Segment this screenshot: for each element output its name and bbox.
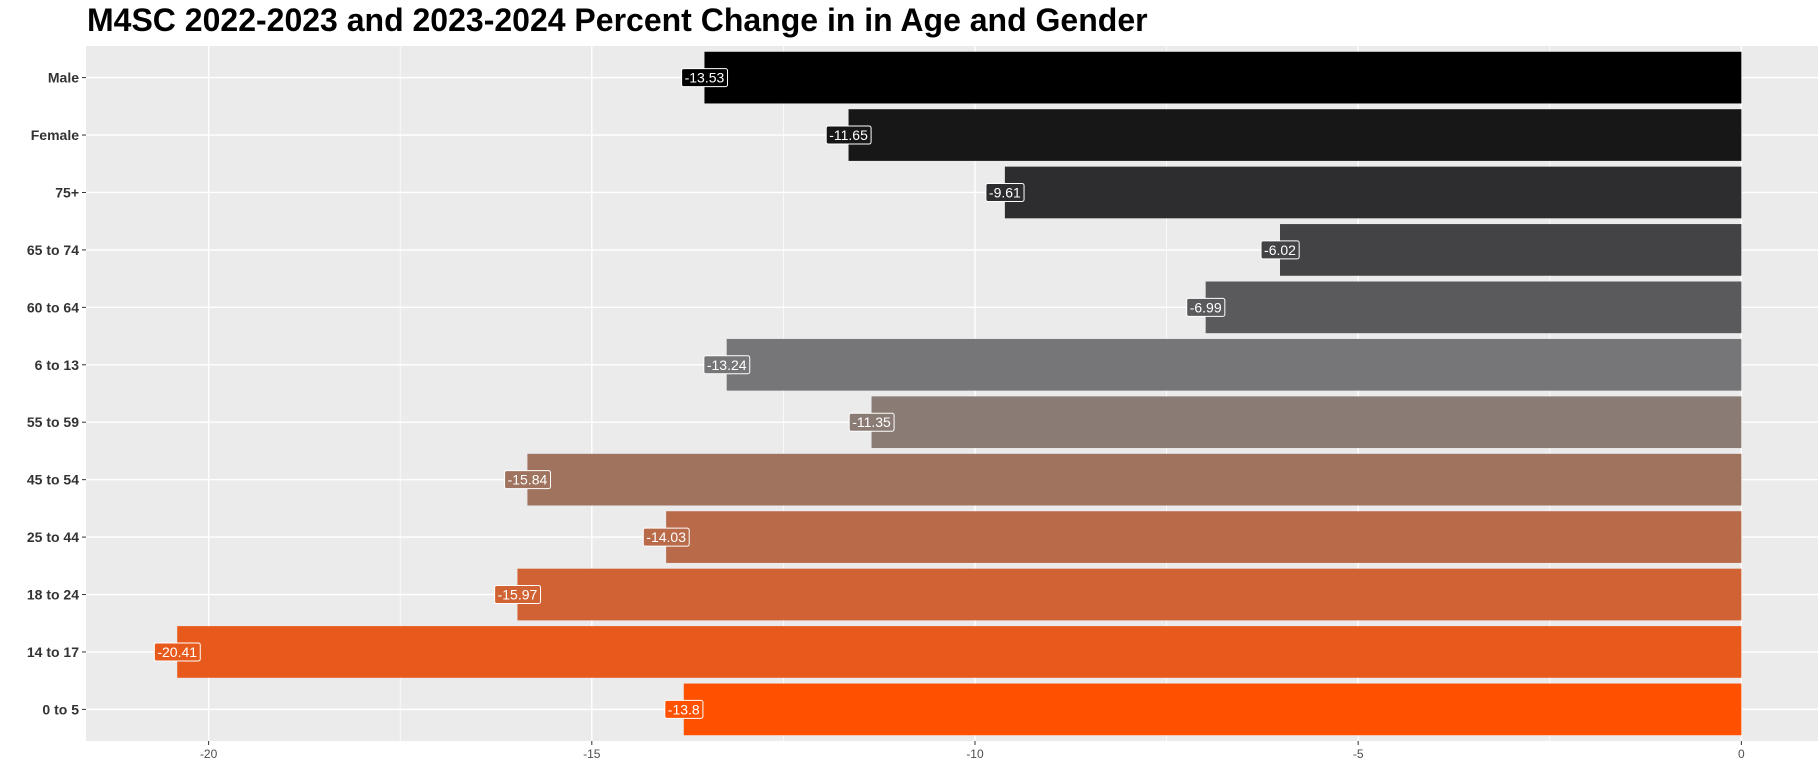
y-tick-label: 75+ <box>55 184 79 200</box>
y-tick-label: 14 to 17 <box>27 644 79 660</box>
bar <box>527 453 1742 506</box>
bar <box>177 626 1742 678</box>
data-label: -14.03 <box>646 529 686 545</box>
data-label: -11.35 <box>852 414 891 430</box>
bar <box>517 568 1742 621</box>
data-label-box <box>1186 297 1226 317</box>
y-tick-label: 18 to 24 <box>27 587 79 603</box>
bar <box>848 109 1742 161</box>
bar <box>871 396 1742 449</box>
x-axis: -20 -15 -10 -5 0 <box>200 741 1745 761</box>
y-tick-label: 45 to 54 <box>27 472 79 488</box>
data-label: -15.84 <box>508 472 548 488</box>
bar <box>1205 281 1742 334</box>
data-labels-group: -13.53 -11.65 -9.61 -6.02 -6.99 -13.24 -11.35 -… <box>153 68 1300 719</box>
y-axis: Male Female 75+ 65 to 74 60 to 64 6 to 13 55 t… <box>27 70 86 717</box>
data-label-box <box>153 642 201 662</box>
data-label: -6.02 <box>1264 242 1296 258</box>
x-tick-label: -20 <box>200 747 218 761</box>
data-label-box <box>848 412 895 432</box>
bar <box>666 511 1742 563</box>
data-label: -20.41 <box>157 644 197 660</box>
data-label-box <box>985 182 1025 202</box>
data-label: -11.65 <box>829 127 868 143</box>
data-label-box <box>664 699 704 719</box>
y-tick-label: 0 to 5 <box>42 701 79 717</box>
data-label: -15.97 <box>498 587 538 603</box>
data-label-box <box>825 125 872 145</box>
y-tick-label: 6 to 13 <box>35 357 80 373</box>
data-label: -6.99 <box>1190 299 1222 315</box>
y-tick-label: 55 to 59 <box>27 414 79 430</box>
x-tick-label: -15 <box>583 747 601 761</box>
data-label: -9.61 <box>989 184 1021 200</box>
y-tick-label: Female <box>31 127 79 143</box>
chart-title: M4SC 2022-2023 and 2023-2024 Percent Cha… <box>87 2 1148 38</box>
data-label: -13.8 <box>668 701 700 717</box>
x-tick-label: -5 <box>1353 747 1364 761</box>
plot-panel <box>86 46 1818 741</box>
y-tick-label: 60 to 64 <box>27 299 79 315</box>
minor-gridlines <box>399 46 1551 741</box>
data-label-box <box>681 68 729 88</box>
data-label-box <box>1260 240 1300 260</box>
bar <box>704 51 1742 104</box>
bar <box>1004 166 1742 219</box>
x-tick-label: 0 <box>1738 747 1745 761</box>
data-label-box <box>504 470 551 490</box>
bar <box>683 683 1742 736</box>
y-tick-label: 25 to 44 <box>27 529 79 545</box>
y-tick-label: 65 to 74 <box>27 242 79 258</box>
bar <box>1280 224 1742 276</box>
data-label-box <box>494 585 542 605</box>
x-tick-label: -10 <box>966 747 984 761</box>
data-label-box <box>642 527 690 547</box>
data-label: -13.53 <box>685 70 725 86</box>
bars-group <box>177 51 1742 736</box>
data-label: -13.24 <box>707 357 747 373</box>
data-label-box <box>703 355 751 375</box>
y-tick-label: Male <box>48 70 79 86</box>
bar <box>726 338 1742 391</box>
